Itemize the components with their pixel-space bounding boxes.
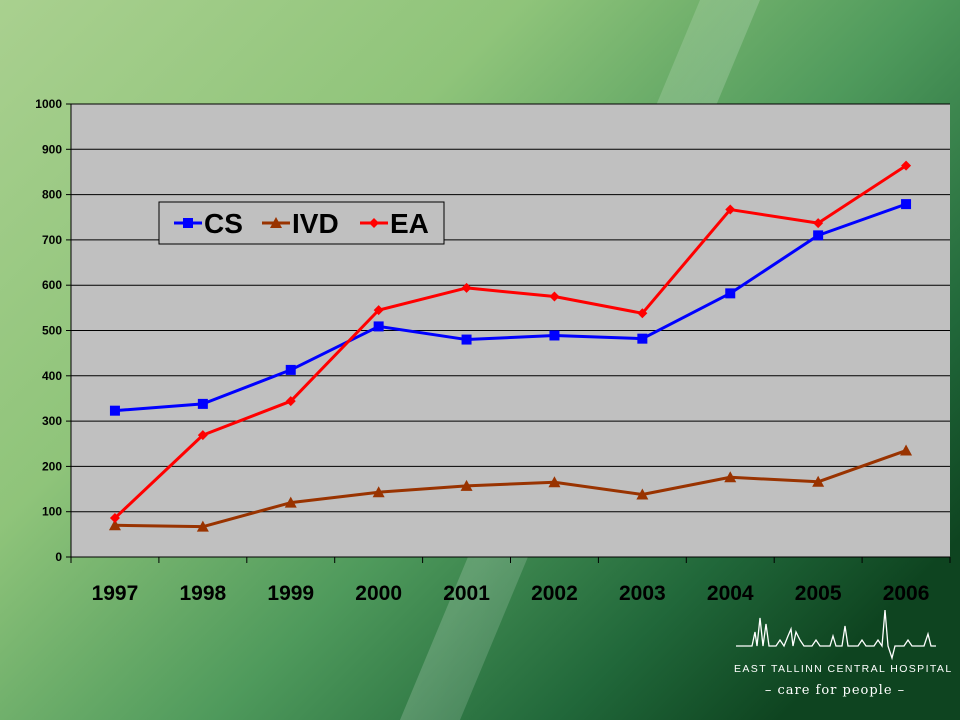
data-point [724, 471, 737, 483]
y-tick-label: 200 [42, 459, 62, 473]
data-point [636, 488, 649, 500]
legend-item-ea: EA [360, 208, 429, 239]
data-point [373, 305, 384, 316]
x-tick-label: 2006 [883, 582, 930, 605]
y-tick-label: 700 [42, 233, 62, 247]
series-ivd [108, 444, 913, 532]
y-tick-label: 0 [55, 550, 62, 564]
data-point [637, 308, 648, 319]
x-tick-label: 1998 [179, 582, 226, 605]
hospital-logo-skyline-icon [736, 609, 936, 661]
x-tick-label: 2001 [443, 582, 490, 605]
x-tick-label: 2003 [619, 582, 666, 605]
legend-label: EA [390, 208, 429, 239]
series-line [114, 202, 907, 413]
axes [70, 104, 951, 563]
data-point [197, 430, 208, 441]
data-point [461, 334, 472, 345]
data-point [183, 218, 193, 228]
x-tick-label: 2002 [531, 582, 578, 605]
data-point [725, 288, 736, 299]
data-point [285, 364, 296, 375]
data-point [285, 396, 296, 407]
legend-box [158, 201, 445, 245]
legend-item-cs: CS [174, 208, 243, 239]
data-point [901, 160, 912, 171]
data-point [372, 486, 385, 498]
legend-label: IVD [292, 208, 339, 239]
x-tick-label: 2005 [795, 582, 842, 605]
data-point [813, 218, 824, 229]
data-point [109, 405, 120, 416]
data-point [461, 282, 472, 293]
data-point [901, 199, 912, 210]
y-tick-label: 500 [42, 324, 62, 338]
data-point [270, 217, 282, 228]
y-tick-label: 600 [42, 278, 62, 292]
x-tick-label: 1999 [267, 582, 314, 605]
y-axis-tick-labels: 0 100 200 300 400 500 600 700 800 900 1000 [35, 97, 62, 564]
y-tick-label: 100 [42, 505, 62, 519]
x-axis-tick-labels: 1997 1998 1999 2000 2001 2002 2003 2004 2005 2006 [92, 582, 930, 605]
legend: CS IVD EA [158, 201, 445, 245]
hospital-tagline: – care for people – [764, 683, 906, 698]
y-tick-label: 900 [42, 142, 62, 156]
data-point [900, 444, 913, 456]
series-line [113, 164, 907, 520]
data-point [812, 475, 825, 487]
data-point [197, 398, 208, 409]
series-ea [109, 160, 912, 524]
data-point [549, 330, 560, 341]
y-tick-label: 1000 [35, 97, 62, 111]
series-cs [109, 199, 912, 416]
data-point [548, 476, 561, 488]
data-point [108, 519, 121, 531]
y-tick-label: 300 [42, 414, 62, 428]
data-point [369, 218, 379, 228]
x-tick-label: 2000 [355, 582, 402, 605]
legend-label: CS [204, 208, 243, 239]
x-tick-label: 2004 [707, 582, 754, 605]
data-point [284, 496, 297, 508]
legend-item-ivd: IVD [262, 208, 339, 239]
data-point [109, 513, 120, 524]
data-point [549, 291, 560, 302]
y-tick-label: 800 [42, 188, 62, 202]
data-point [196, 520, 209, 532]
data-point [813, 230, 824, 241]
y-tick-label: 400 [42, 369, 62, 383]
data-point [373, 321, 384, 332]
data-point [725, 204, 736, 215]
series-lines [108, 160, 913, 532]
data-point [460, 479, 473, 491]
data-point [637, 333, 648, 344]
series-line [114, 449, 907, 529]
x-tick-label: 1997 [92, 582, 139, 605]
hospital-name: EAST TALLINN CENTRAL HOSPITAL [734, 663, 953, 675]
